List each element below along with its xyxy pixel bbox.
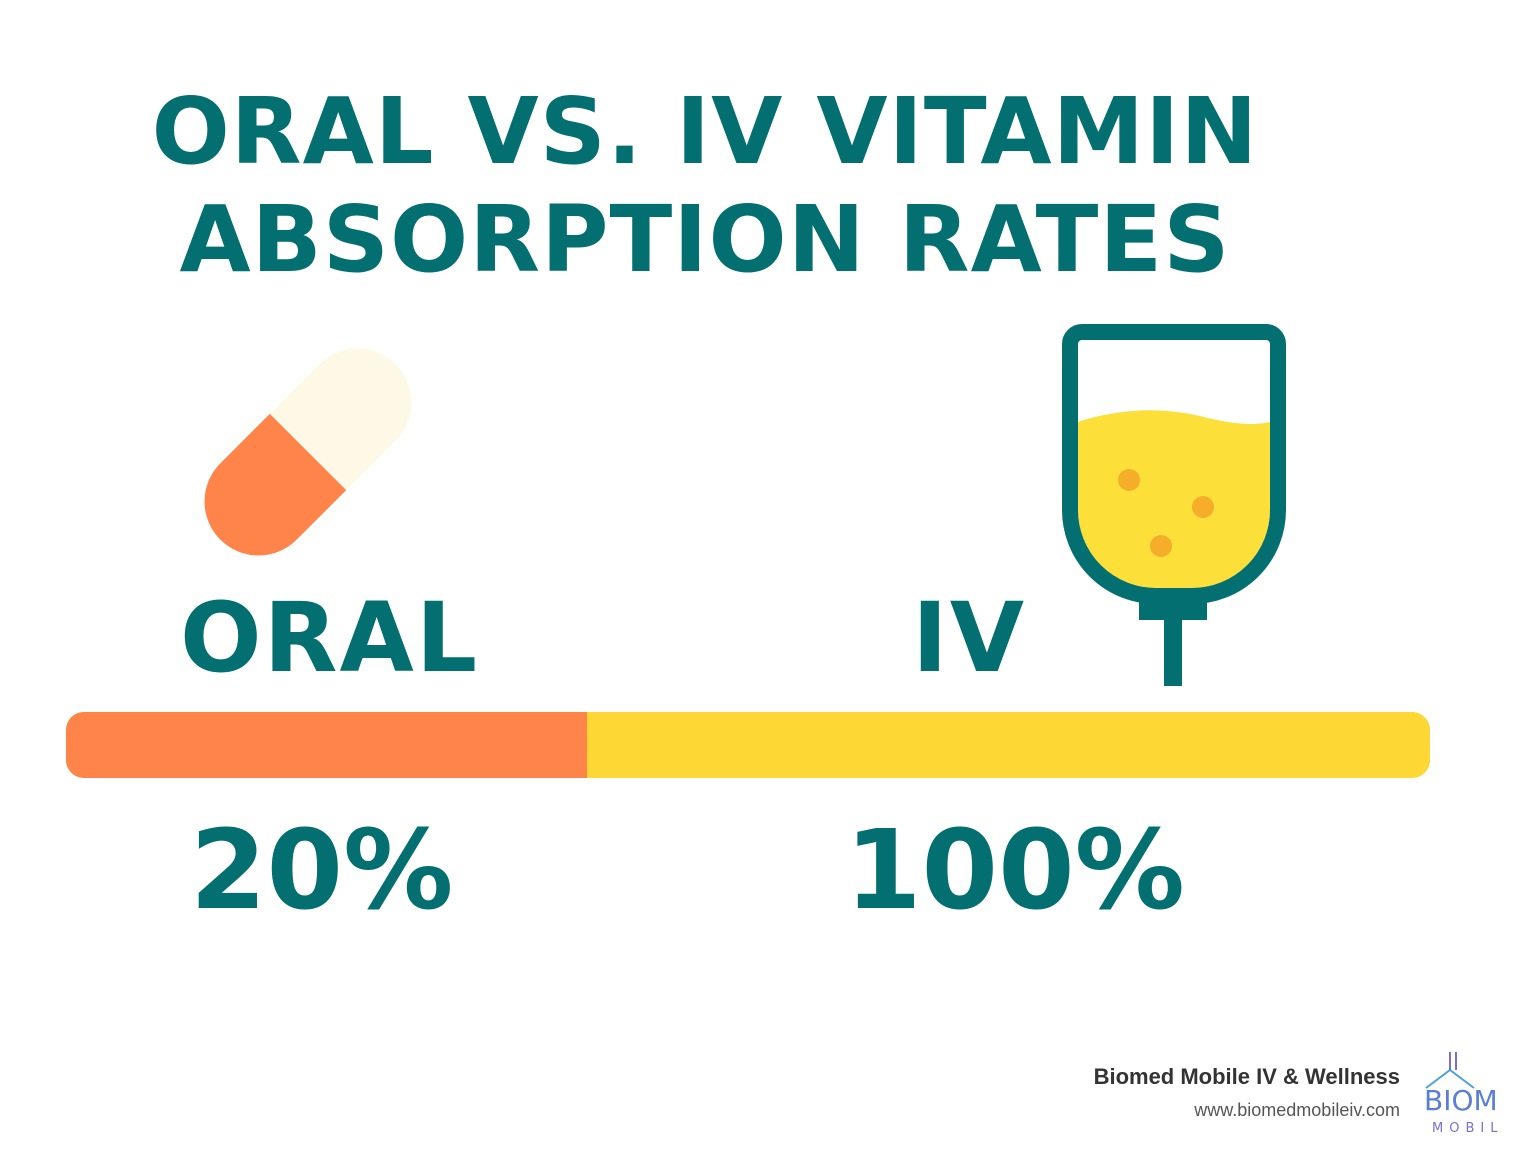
brand-url: www.biomedmobileiv.com: [1194, 1100, 1400, 1120]
iv-label: IV: [912, 582, 1027, 694]
svg-text:BIOM: BIOM: [1424, 1084, 1498, 1117]
title-line-2: ABSORPTION RATES: [179, 186, 1231, 293]
oral-label: ORAL: [180, 582, 479, 694]
iv-tube: [1164, 616, 1182, 686]
iv-percent: 100%: [845, 806, 1185, 934]
absorption-bar: [66, 712, 1430, 778]
svg-text:MOBIL: MOBIL: [1432, 1121, 1503, 1136]
iv-bubble: [1192, 496, 1214, 518]
iv-connector: [1139, 592, 1207, 620]
title-line-1: ORAL VS. IV VITAMIN: [151, 78, 1259, 185]
pill-capsule-icon: [204, 348, 412, 556]
iv-bubble: [1118, 469, 1140, 491]
iv-bubble: [1150, 535, 1172, 557]
iv-fluid: [1077, 410, 1270, 588]
iv-absorption-segment: [587, 712, 1430, 778]
iv-bag-icon: [1062, 324, 1286, 686]
page-title: ORAL VS. IV VITAMIN ABSORPTION RATES: [0, 78, 1410, 294]
oral-percent: 20%: [190, 806, 454, 934]
pill-orange-half: [204, 413, 347, 556]
brand-name: Biomed Mobile IV & Wellness: [1093, 1064, 1400, 1089]
brand-block: Biomed Mobile IV & Wellness www.biomedmo…: [1094, 1062, 1400, 1124]
pill-light-half: [269, 348, 412, 491]
oral-absorption-segment: [66, 712, 588, 778]
biomed-logo-icon: BIOM MOBIL: [1424, 1052, 1503, 1136]
